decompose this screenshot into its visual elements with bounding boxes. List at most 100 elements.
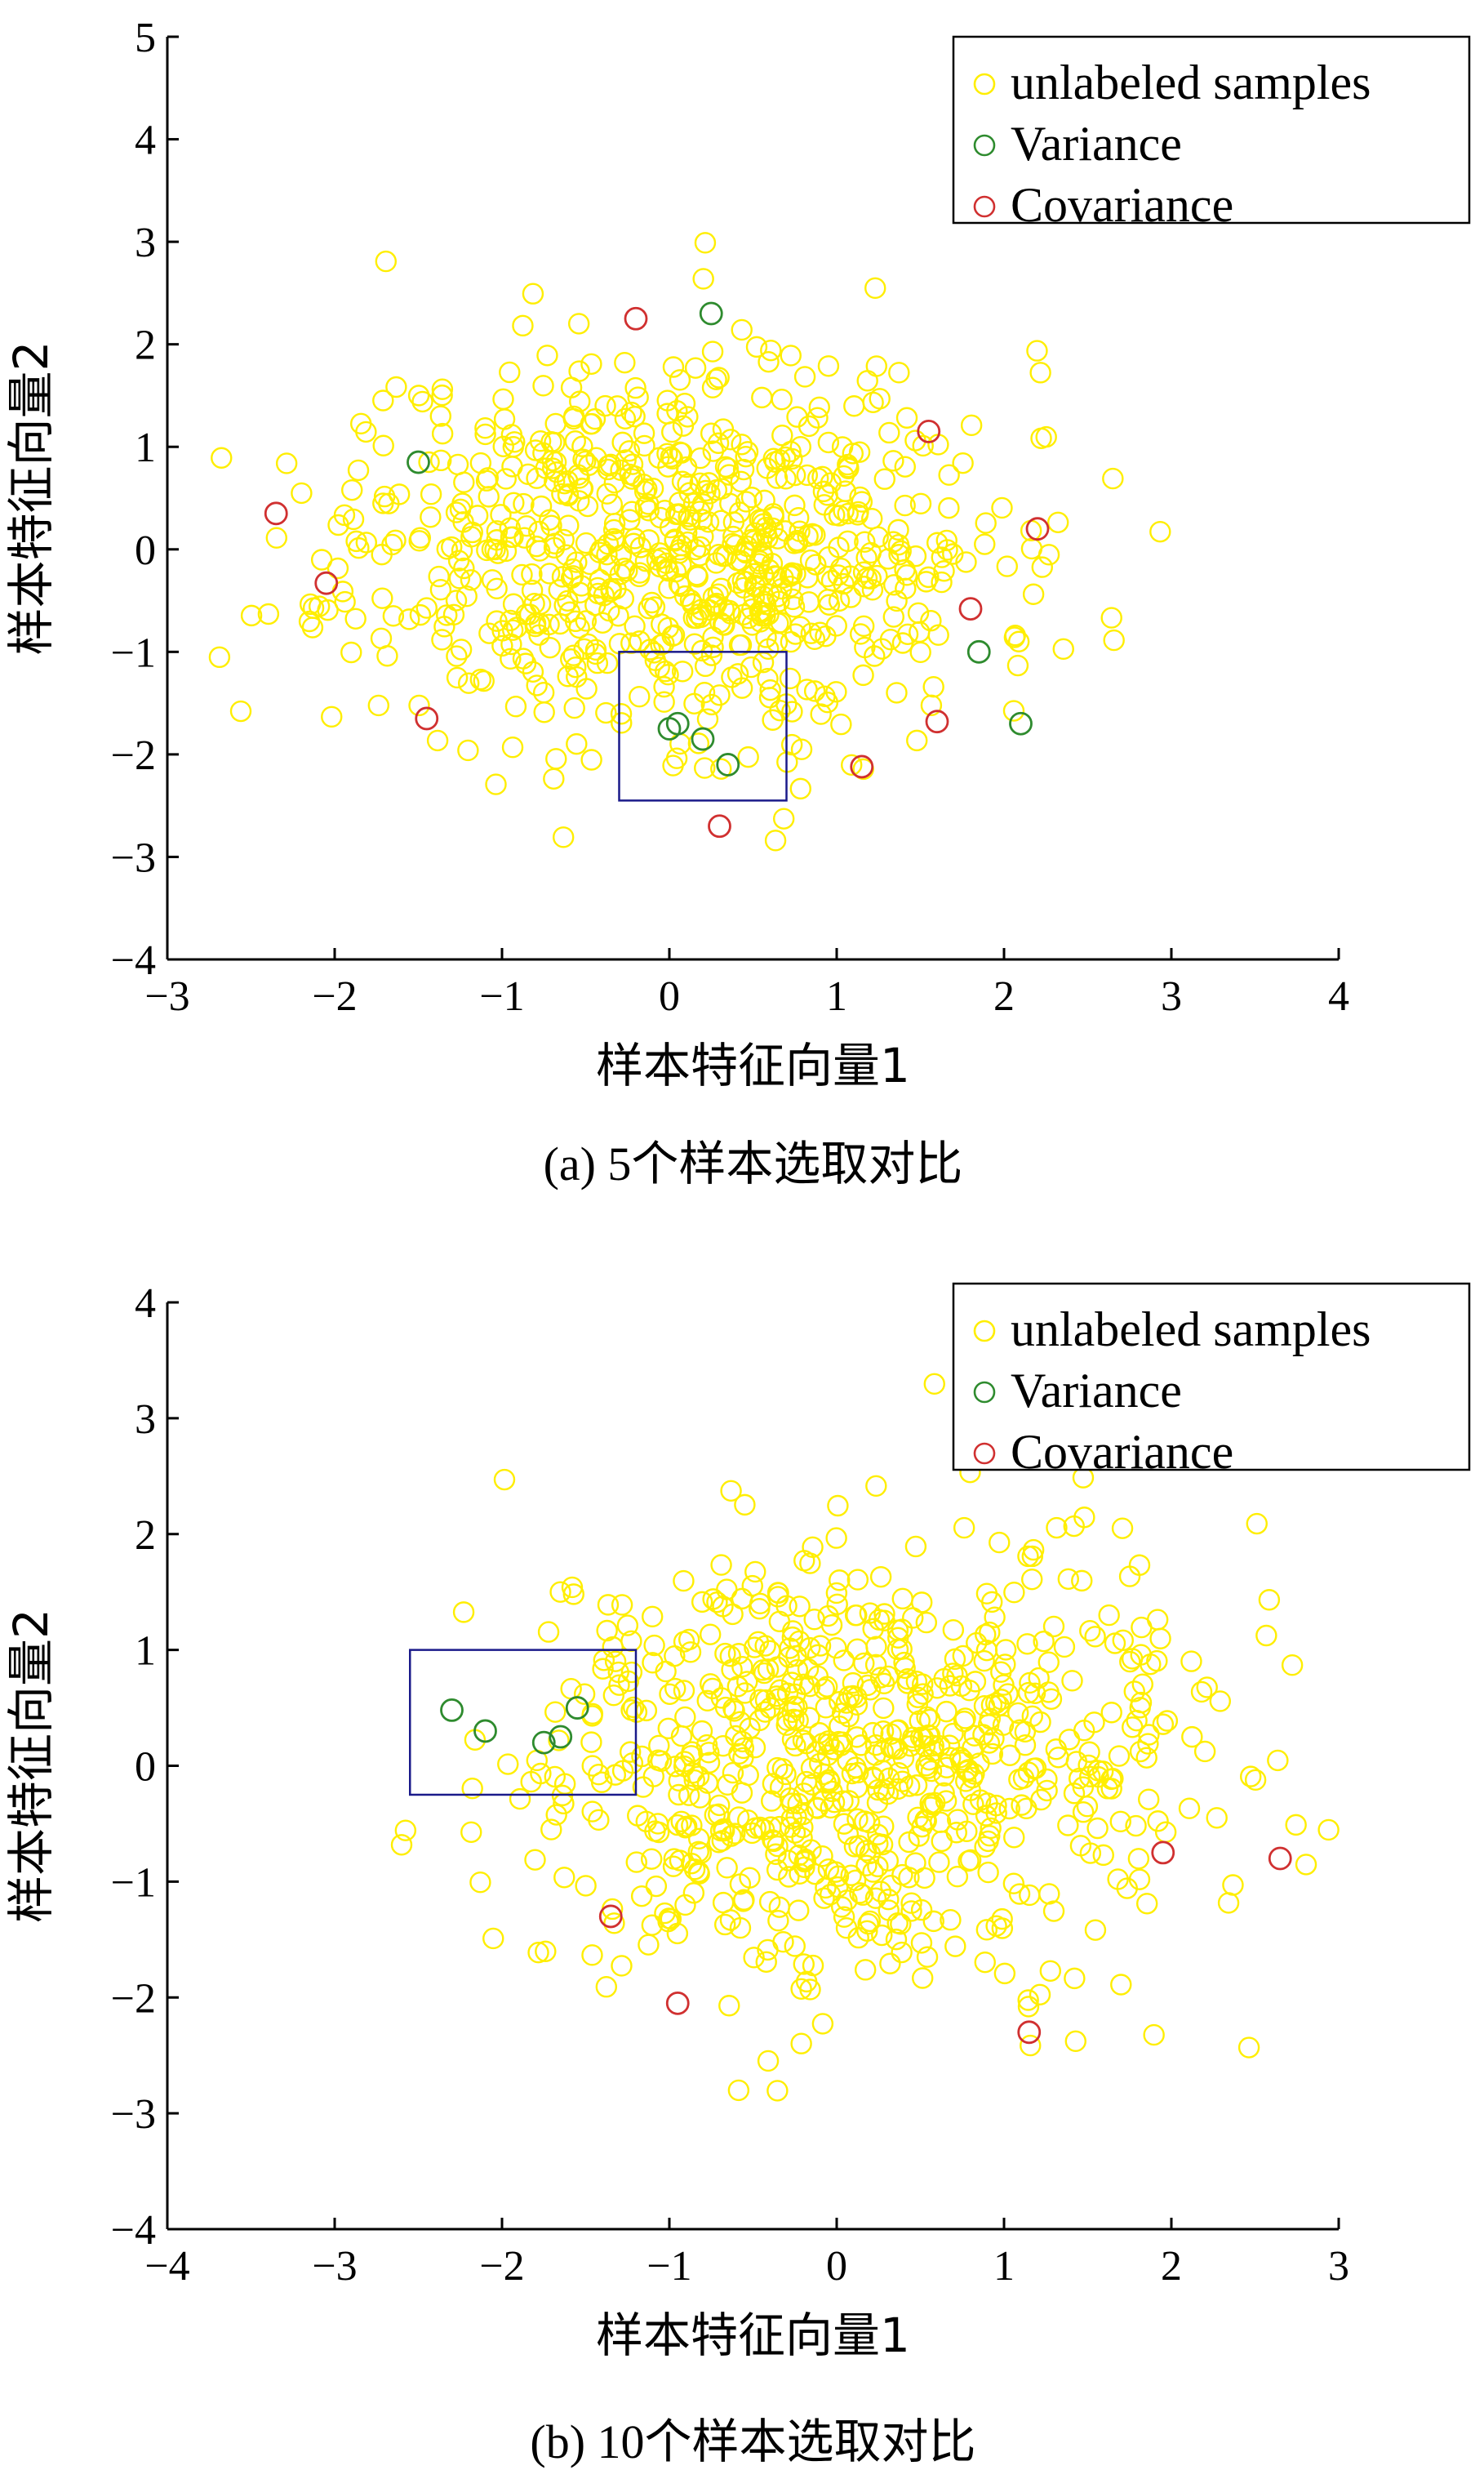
unlabeled-point bbox=[340, 641, 362, 664]
unlabeled-point bbox=[1149, 520, 1171, 543]
variance-point bbox=[407, 450, 430, 474]
unlabeled-point bbox=[502, 619, 524, 641]
unlabeled-point bbox=[931, 1830, 953, 1853]
unlabeled-point bbox=[867, 526, 889, 548]
unlabeled-point bbox=[1084, 1626, 1106, 1648]
unlabeled-point bbox=[372, 492, 394, 514]
unlabeled-point bbox=[607, 1661, 629, 1684]
unlabeled-point bbox=[768, 1815, 791, 1838]
unlabeled-point bbox=[900, 1900, 922, 1922]
unlabeled-point bbox=[922, 675, 944, 698]
unlabeled-point bbox=[528, 612, 551, 634]
unlabeled-point bbox=[436, 604, 458, 626]
unlabeled-point bbox=[894, 456, 916, 478]
unlabeled-point bbox=[749, 1709, 771, 1732]
unlabeled-point bbox=[727, 1643, 750, 1665]
unlabeled-point bbox=[710, 758, 732, 780]
unlabeled-point bbox=[1246, 1512, 1268, 1535]
unlabeled-point bbox=[562, 558, 584, 581]
unlabeled-point bbox=[581, 1944, 603, 1966]
unlabeled-point bbox=[1156, 1710, 1179, 1732]
unlabeled-point bbox=[420, 483, 442, 505]
unlabeled-point bbox=[382, 605, 405, 627]
unlabeled-point bbox=[781, 1626, 804, 1649]
unlabeled-point bbox=[744, 1560, 766, 1583]
unlabeled-point bbox=[886, 682, 908, 704]
unlabeled-point bbox=[1092, 1844, 1114, 1867]
unlabeled-point bbox=[731, 569, 754, 592]
unlabeled-point bbox=[540, 1818, 562, 1840]
y-tick-label: −2 bbox=[111, 732, 156, 779]
unlabeled-point bbox=[920, 610, 942, 632]
unlabeled-point bbox=[500, 526, 522, 549]
unlabeled-point bbox=[753, 489, 775, 512]
unlabeled-point bbox=[661, 421, 683, 443]
unlabeled-point bbox=[409, 603, 432, 626]
unlabeled-point bbox=[873, 468, 895, 490]
unlabeled-point bbox=[460, 1821, 482, 1843]
unlabeled-point bbox=[565, 656, 587, 679]
unlabeled-point bbox=[854, 1810, 876, 1832]
unlabeled-point bbox=[433, 616, 455, 638]
unlabeled-point bbox=[755, 1951, 777, 1973]
unlabeled-point bbox=[793, 1953, 815, 1975]
unlabeled-point bbox=[780, 1671, 803, 1694]
x-axis-label: 样本特征向量1 bbox=[596, 2308, 910, 2363]
unlabeled-point bbox=[935, 1790, 957, 1812]
legend-label: Covariance bbox=[1011, 1425, 1233, 1479]
unlabeled-point bbox=[829, 1569, 851, 1591]
legend-label: unlabeled samples bbox=[1011, 56, 1371, 109]
unlabeled-point bbox=[1281, 1653, 1304, 1676]
unlabeled-point bbox=[783, 596, 806, 618]
unlabeled-point bbox=[745, 336, 768, 358]
unlabeled-point bbox=[684, 357, 707, 379]
unlabeled-point bbox=[869, 1880, 892, 1903]
unlabeled-point bbox=[797, 525, 819, 547]
unlabeled-point bbox=[1100, 1768, 1122, 1791]
unlabeled-point bbox=[953, 1516, 975, 1539]
unlabeled-point bbox=[614, 407, 637, 430]
unlabeled-point bbox=[993, 1674, 1015, 1696]
unlabeled-point bbox=[833, 1906, 855, 1928]
unlabeled-point bbox=[737, 607, 760, 630]
unlabeled-point bbox=[988, 1694, 1010, 1716]
unlabeled-point bbox=[828, 536, 850, 559]
unlabeled-point bbox=[1285, 1814, 1307, 1836]
unlabeled-point bbox=[1180, 1650, 1202, 1672]
unlabeled-point bbox=[912, 1673, 934, 1695]
unlabeled-point bbox=[638, 529, 660, 551]
unlabeled-point bbox=[429, 405, 451, 427]
unlabeled-point bbox=[809, 621, 831, 643]
x-tick-label: −2 bbox=[312, 973, 357, 1020]
unlabeled-point bbox=[1135, 1893, 1158, 1915]
unlabeled-point bbox=[789, 1863, 811, 1885]
unlabeled-point bbox=[731, 1655, 753, 1678]
unlabeled-point bbox=[524, 1849, 546, 1871]
unlabeled-point bbox=[736, 1671, 758, 1693]
unlabeled-point bbox=[867, 1855, 889, 1878]
unlabeled-point bbox=[669, 732, 691, 755]
unlabeled-point bbox=[813, 1887, 835, 1909]
unlabeled-point bbox=[825, 681, 847, 703]
unlabeled-point bbox=[774, 520, 797, 542]
unlabeled-point bbox=[503, 492, 525, 514]
unlabeled-point bbox=[371, 587, 393, 609]
unlabeled-point bbox=[960, 414, 983, 437]
unlabeled-point bbox=[908, 1825, 930, 1847]
covariance-point bbox=[917, 419, 941, 443]
unlabeled-point bbox=[598, 599, 620, 622]
unlabeled-point bbox=[1086, 1817, 1109, 1840]
unlabeled-point bbox=[894, 1657, 916, 1680]
unlabeled-point bbox=[914, 1809, 936, 1832]
unlabeled-point bbox=[669, 575, 692, 598]
unlabeled-point bbox=[1052, 638, 1074, 661]
unlabeled-point bbox=[890, 540, 912, 563]
unlabeled-point bbox=[784, 1822, 806, 1844]
unlabeled-point bbox=[788, 1844, 810, 1867]
unlabeled-point bbox=[692, 268, 714, 290]
unlabeled-point bbox=[644, 649, 667, 671]
unlabeled-point bbox=[536, 345, 558, 367]
unlabeled-point bbox=[580, 353, 602, 375]
unlabeled-point bbox=[527, 1942, 549, 1964]
x-tick-label: 0 bbox=[826, 2243, 847, 2290]
